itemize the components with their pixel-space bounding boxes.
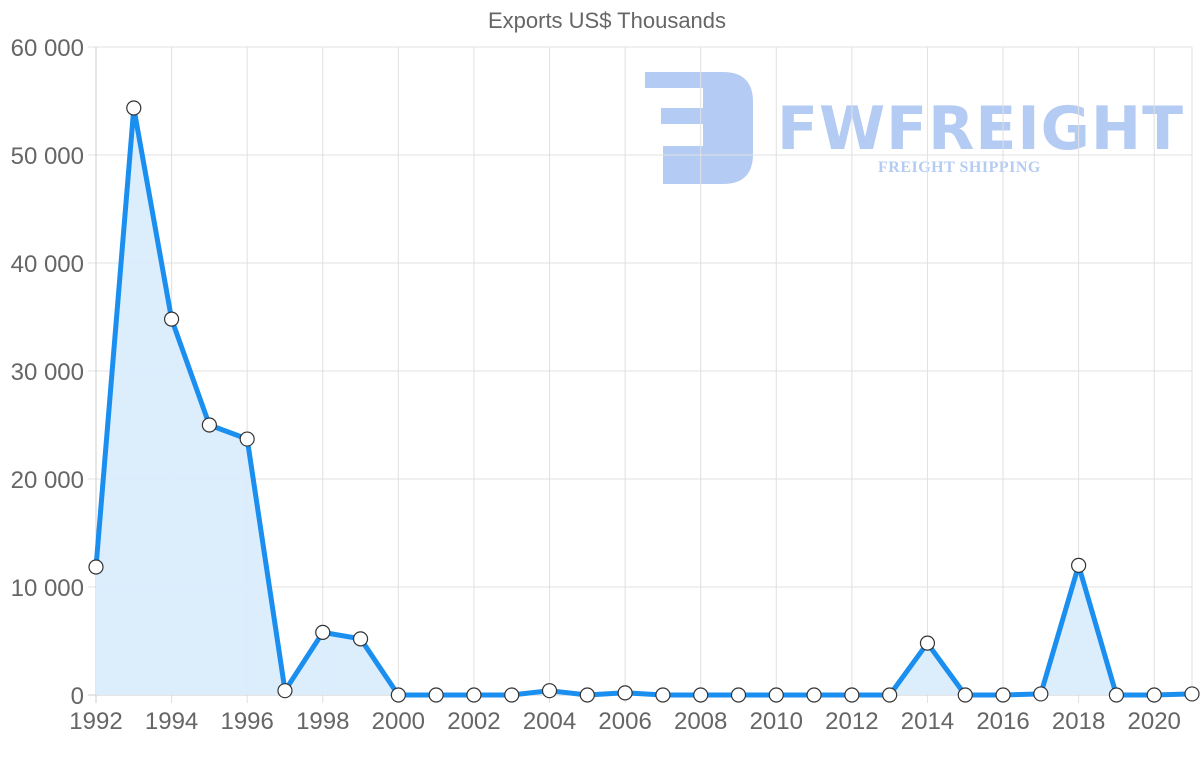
data-point-2011[interactable] [806,687,822,703]
x-tick-label: 2012 [825,708,878,735]
data-point-2013[interactable] [882,687,898,703]
data-point-1994[interactable] [163,311,180,327]
x-tick-label: 1998 [296,708,349,735]
y-axis: 0 10 000 20 000 30 000 40 000 50 000 60 000 [11,35,84,710]
x-tick-label: 2016 [976,708,1029,735]
x-tick-label: 1992 [69,708,122,735]
x-tick-label: 2004 [523,708,576,735]
data-point-2019[interactable] [1108,687,1125,703]
y-tick-label: 60 000 [11,35,84,62]
data-point-2018[interactable] [1071,557,1087,574]
data-point-1992[interactable] [88,559,104,575]
x-tick-label: 2006 [598,708,651,735]
data-point-2012[interactable] [844,687,860,703]
x-tick-label: 2020 [1128,708,1181,735]
y-tick-label: 50 000 [11,143,84,170]
data-point-2000[interactable] [390,687,406,703]
data-point-2010[interactable] [768,687,784,703]
data-point-2014[interactable] [919,635,936,651]
x-tick-label: 2000 [372,708,425,735]
x-tick-label: 2002 [447,708,500,735]
y-tick-label: 20 000 [11,467,84,494]
data-point-2005[interactable] [579,687,595,703]
x-tick-label: 1996 [220,708,273,735]
data-points [88,100,1200,703]
y-tick-label: 0 [71,683,84,710]
data-point-1997[interactable] [277,683,293,699]
data-point-2003[interactable] [504,687,520,703]
data-point-2006[interactable] [617,685,633,701]
y-tick-label: 10 000 [11,575,84,602]
x-tick-label: 2014 [901,708,954,735]
data-point-2017[interactable] [1033,686,1049,702]
x-axis: 1992 1994 1996 1998 2000 2002 2004 2006 2008 2010… [69,708,1181,735]
x-tick-label: 1994 [145,708,198,735]
data-point-2007[interactable] [655,687,671,703]
data-point-2002[interactable] [466,687,482,703]
data-point-1999[interactable] [352,631,369,647]
data-point-2016[interactable] [995,687,1011,703]
data-point-2008[interactable] [693,687,709,703]
data-point-1993[interactable] [126,100,142,116]
data-point-2004[interactable] [541,683,558,699]
data-point-2020[interactable] [1146,687,1162,703]
x-tick-label: 2018 [1052,708,1105,735]
x-tick-label: 2008 [674,708,727,735]
chart-title: Exports US$ Thousands [487,8,727,33]
area-fill [96,108,1192,695]
y-tick-label: 30 000 [11,359,84,386]
data-point-1996[interactable] [239,431,255,447]
x-tick-label: 2010 [750,708,803,735]
data-point-1995[interactable] [201,417,217,433]
data-point-2015[interactable] [957,687,973,703]
data-point-2009[interactable] [730,687,747,703]
y-tick-label: 40 000 [11,251,84,278]
data-point-2021[interactable] [1184,686,1200,702]
data-point-2001[interactable] [428,687,444,703]
data-point-1998[interactable] [315,624,331,640]
